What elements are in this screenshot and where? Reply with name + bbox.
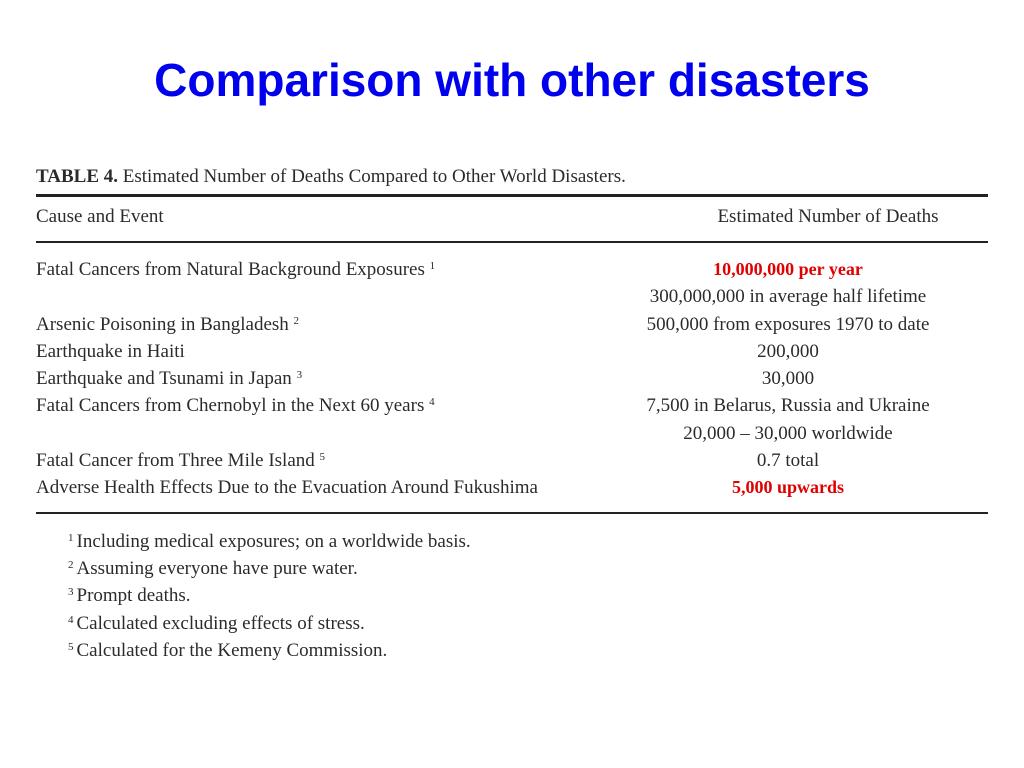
slide-title: Comparison with other disasters <box>154 54 870 106</box>
cause-cell: Earthquake and Tsunami in Japan 3 <box>36 368 303 390</box>
footnote-ref: 5 <box>319 451 326 464</box>
table-bottom-rule <box>36 511 988 514</box>
footnotes: 1 Including medical exposures; on a world… <box>36 514 988 664</box>
deaths-value: 30,000 <box>761 368 815 390</box>
deaths-cell: 500,000 from exposures 1970 to date <box>588 311 988 338</box>
deaths-comparison-table: TABLE 4. Estimated Number of Deaths Comp… <box>36 160 988 664</box>
table-caption: TABLE 4. Estimated Number of Deaths Comp… <box>36 160 988 194</box>
deaths-cell: 5,000 upwards <box>588 474 988 501</box>
cause-cell: Arsenic Poisoning in Bangladesh 2 <box>36 313 300 335</box>
table-row: Earthquake and Tsunami in Japan 3 30,000 <box>36 365 988 392</box>
footnote: 1 Including medical exposures; on a world… <box>68 530 471 552</box>
table-top-rule <box>36 194 988 197</box>
deaths-value: 7,500 in Belarus, Russia and Ukraine <box>646 395 930 417</box>
table-caption-label: TABLE 4. <box>36 166 119 187</box>
deaths-value-highlight: 10,000,000 per year <box>713 259 863 279</box>
table-row: Earthquake in Haiti 200,000 <box>36 338 988 365</box>
header-cause: Cause and Event <box>36 206 164 227</box>
deaths-cell: 10,000,000 per year 300,000,000 in avera… <box>588 256 988 311</box>
cause-cell: Fatal Cancers from Natural Background Ex… <box>36 259 436 280</box>
footnote: 4 Calculated excluding effects of stress. <box>68 612 365 634</box>
cause-cell: Adverse Health Effects Due to the Evacua… <box>36 477 538 499</box>
deaths-value-highlight: 5,000 upwards <box>731 477 845 498</box>
deaths-value: 300,000,000 in average half lifetime <box>649 286 927 308</box>
table-row: Fatal Cancers from Natural Background Ex… <box>36 256 988 311</box>
cause-cell: Fatal Cancers from Chernobyl in the Next… <box>36 395 435 417</box>
table-row: Fatal Cancer from Three Mile Island 5 0.… <box>36 447 988 474</box>
footnote-ref: 2 <box>293 314 300 327</box>
deaths-cell: 0.7 total <box>588 447 988 474</box>
table-row: Fatal Cancers from Chernobyl in the Next… <box>36 392 988 447</box>
footnote: 5 Calculated for the Kemeny Commission. <box>68 639 388 661</box>
table-caption-text: Estimated Number of Deaths Compared to O… <box>122 166 626 187</box>
cause-cell: Earthquake in Haiti <box>36 340 185 362</box>
deaths-cell: 200,000 <box>588 338 988 365</box>
table-row: Arsenic Poisoning in Bangladesh 2 500,00… <box>36 311 988 338</box>
deaths-value: 500,000 from exposures 1970 to date <box>646 313 930 335</box>
deaths-value: 0.7 total <box>756 450 820 472</box>
table-body: Fatal Cancers from Natural Background Ex… <box>36 243 988 512</box>
footnote: 2 Assuming everyone have pure water. <box>68 557 358 579</box>
footnote-ref: 4 <box>429 396 435 409</box>
deaths-cell: 7,500 in Belarus, Russia and Ukraine 20,… <box>588 392 988 447</box>
deaths-value: 20,000 – 30,000 worldwide <box>683 422 893 444</box>
footnote: 3 Prompt deaths. <box>68 585 191 607</box>
header-deaths: Estimated Number of Deaths <box>717 206 939 227</box>
footnote-ref: 3 <box>296 369 303 382</box>
deaths-value: 200,000 <box>757 340 819 362</box>
cause-cell: Fatal Cancer from Three Mile Island 5 <box>36 450 326 472</box>
footnote-ref: 1 <box>429 260 436 272</box>
deaths-cell: 30,000 <box>588 365 988 392</box>
table-header-row: Cause and Event Estimated Number of Deat… <box>36 197 988 243</box>
table-row: Adverse Health Effects Due to the Evacua… <box>36 474 988 501</box>
